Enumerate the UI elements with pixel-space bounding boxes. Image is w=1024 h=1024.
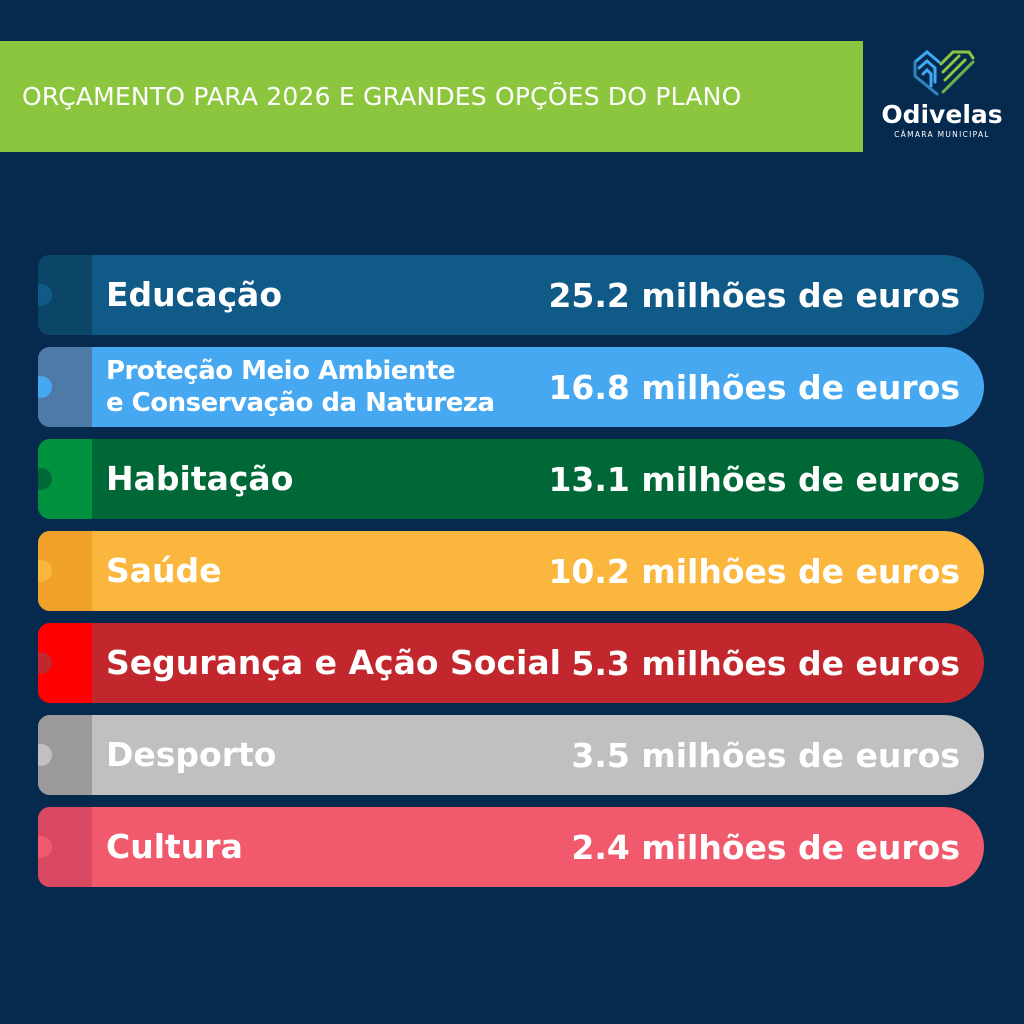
item-dot-icon xyxy=(38,468,52,490)
item-value: 2.4 milhões de euros xyxy=(571,827,960,867)
budget-item-cultura: Cultura 2.4 milhões de euros xyxy=(38,807,984,887)
budget-item-saude: Saúde 10.2 milhões de euros xyxy=(38,531,984,611)
item-label: Habitação xyxy=(106,458,294,498)
item-value: 5.3 milhões de euros xyxy=(571,643,960,683)
item-label-line1: Proteção Meio Ambiente xyxy=(106,355,455,386)
item-dot-icon xyxy=(38,560,52,582)
budget-item-protecao-ambiente: Proteção Meio Ambiente e Conservação da … xyxy=(38,347,984,427)
item-value: 25.2 milhões de euros xyxy=(548,275,960,315)
budget-item-seguranca-acao-social: Segurança e Ação Social 5.3 milhões de e… xyxy=(38,623,984,703)
item-label: Segurança e Ação Social xyxy=(106,642,561,682)
budget-list: Educação 25.2 milhões de euros Proteção … xyxy=(38,255,984,899)
heart-stripes-logo-icon xyxy=(913,50,975,96)
item-label-line2: e Conservação da Natureza xyxy=(106,388,495,418)
page-title: ORÇAMENTO PARA 2026 E GRANDES OPÇÕES DO … xyxy=(22,82,742,111)
item-dot-icon xyxy=(38,376,52,398)
item-value: 16.8 milhões de euros xyxy=(548,367,960,407)
item-value: 3.5 milhões de euros xyxy=(571,735,960,775)
budget-item-desporto: Desporto 3.5 milhões de euros xyxy=(38,715,984,795)
item-label: Cultura xyxy=(106,826,243,866)
budget-item-habitacao: Habitação 13.1 milhões de euros xyxy=(38,439,984,519)
item-value: 13.1 milhões de euros xyxy=(548,459,960,499)
odivelas-logo: Odivelas CÂMARA MUNICIPAL xyxy=(872,48,1012,152)
item-dot-icon xyxy=(38,284,52,306)
item-dot-icon xyxy=(38,836,52,858)
item-dot-icon xyxy=(38,744,52,766)
item-value: 10.2 milhões de euros xyxy=(548,551,960,591)
item-dot-icon xyxy=(38,652,52,674)
item-label: Proteção Meio Ambiente e Conservação da … xyxy=(106,355,495,420)
item-label: Educação xyxy=(106,274,282,314)
budget-item-educacao: Educação 25.2 milhões de euros xyxy=(38,255,984,335)
logo-name: Odivelas xyxy=(881,100,1003,129)
logo-subtitle: CÂMARA MUNICIPAL xyxy=(894,130,990,139)
header-banner: ORÇAMENTO PARA 2026 E GRANDES OPÇÕES DO … xyxy=(0,41,863,152)
item-label: Saúde xyxy=(106,550,222,590)
item-label: Desporto xyxy=(106,734,277,774)
